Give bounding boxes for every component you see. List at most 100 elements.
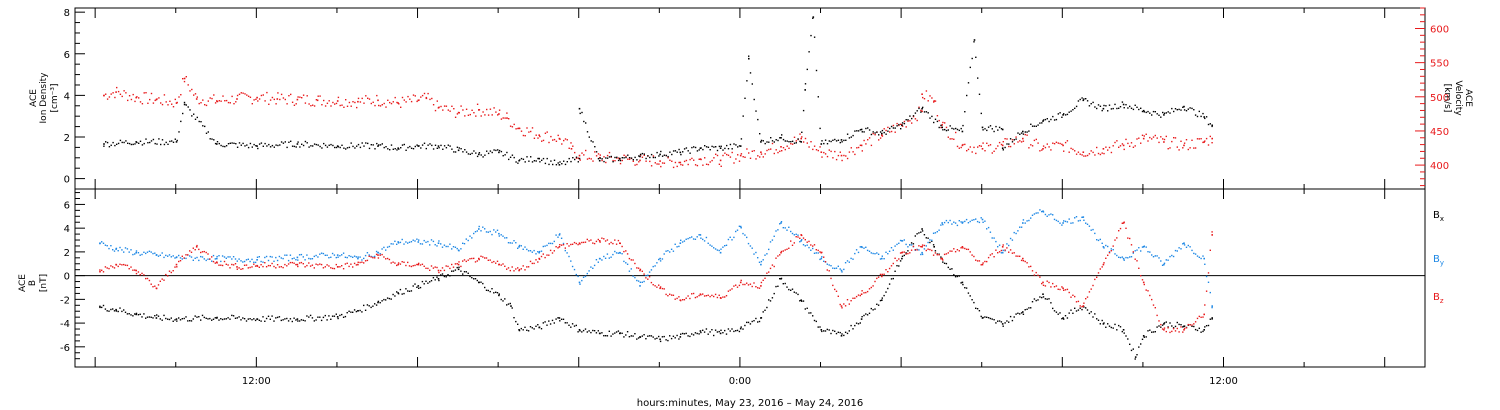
by-point (790, 230, 792, 233)
by-point (1085, 222, 1087, 224)
density-point (233, 142, 235, 144)
bz-point (273, 265, 275, 268)
density-point (429, 143, 431, 145)
velocity-point (606, 154, 609, 157)
bx-point (725, 333, 728, 335)
bx-point (870, 307, 872, 310)
bx-point (918, 232, 920, 234)
bz-point (1156, 314, 1158, 317)
bz-point (731, 288, 733, 290)
bx-point (1013, 316, 1015, 318)
velocity-point (614, 160, 616, 162)
by-point (881, 257, 883, 260)
density-point (1187, 108, 1189, 110)
density-point (848, 137, 851, 139)
velocity-point (1116, 140, 1118, 142)
density-point (920, 111, 922, 113)
bz-point (699, 293, 702, 295)
by-point (1205, 275, 1208, 278)
bx-point (249, 318, 251, 320)
by-point (731, 239, 733, 241)
field-tick-label: 0 (64, 272, 70, 283)
density-point (739, 145, 742, 147)
by-point (839, 268, 841, 270)
by-point (328, 257, 330, 259)
bx-point (997, 320, 999, 322)
velocity-point (343, 106, 345, 108)
bz-point (832, 284, 834, 287)
by-point (1101, 242, 1103, 244)
bz-point (1059, 288, 1061, 291)
by-point (625, 262, 627, 264)
velocity-point (493, 107, 495, 109)
bx-point (253, 318, 255, 320)
bx-point (795, 292, 797, 294)
bz-point (423, 265, 425, 267)
bz-point (562, 244, 565, 246)
bz-point (938, 254, 940, 256)
velocity-point (687, 163, 689, 166)
bz-point (438, 271, 440, 274)
field-tick-label: -4 (60, 319, 70, 330)
density-point (1107, 110, 1109, 112)
bz-point (159, 280, 161, 282)
bz-point (760, 285, 762, 287)
velocity-point (487, 114, 490, 116)
velocity-point (683, 160, 686, 163)
bz-point (674, 298, 676, 300)
bz-point (1041, 282, 1043, 285)
density-point (804, 89, 806, 91)
bz-point (1132, 251, 1134, 253)
bz-point (626, 253, 629, 255)
density-point (1017, 132, 1019, 134)
by-point (898, 242, 900, 244)
velocity-point (860, 144, 863, 147)
bz-point (823, 256, 825, 258)
legend-by-base: B (1433, 254, 1440, 265)
by-point (399, 241, 402, 244)
velocity-point (440, 105, 442, 108)
bx-point (170, 317, 172, 319)
by-point (702, 238, 704, 241)
bx-point (336, 316, 339, 318)
velocity-point (1102, 148, 1105, 150)
bx-point (306, 315, 308, 317)
density-point (480, 154, 482, 156)
by-point (293, 257, 295, 259)
by-point (1041, 210, 1043, 213)
velocity-point (1136, 138, 1138, 140)
by-point (526, 248, 528, 251)
density-point (538, 157, 540, 160)
bz-point (733, 285, 735, 287)
bx-point (570, 326, 572, 328)
by-point (374, 255, 376, 258)
bz-point (914, 249, 916, 251)
density-point (699, 147, 702, 149)
density-point (403, 143, 405, 146)
by-point (309, 258, 312, 260)
velocity-point (432, 104, 435, 106)
bx-point (1074, 307, 1076, 309)
by-point (172, 255, 174, 257)
bz-point (1178, 331, 1180, 333)
by-point (498, 232, 500, 235)
by-point (746, 236, 748, 239)
by-point (1152, 256, 1155, 258)
bx-point (777, 285, 779, 287)
density-point (306, 142, 308, 144)
field-tick-label: 2 (64, 248, 70, 259)
by-point (353, 255, 356, 257)
by-point (271, 256, 273, 258)
density-point (987, 126, 990, 128)
velocity-point (846, 157, 849, 160)
bx-point (1024, 309, 1026, 311)
velocity-point (154, 99, 156, 102)
by-point (540, 250, 543, 252)
density-point (1118, 107, 1120, 109)
bx-point (650, 335, 653, 337)
velocity-point (1083, 155, 1085, 157)
velocity-point (443, 105, 446, 107)
bz-point (425, 267, 427, 269)
bx-point (165, 317, 167, 320)
velocity-point (694, 164, 697, 166)
